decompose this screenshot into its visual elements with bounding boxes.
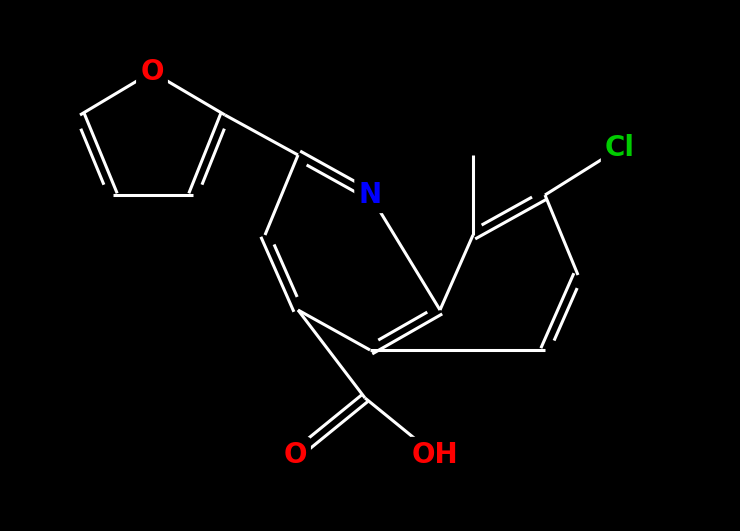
Text: OH: OH xyxy=(411,441,458,469)
Text: N: N xyxy=(358,181,382,209)
Text: Cl: Cl xyxy=(605,134,635,162)
Text: O: O xyxy=(141,58,164,86)
Text: O: O xyxy=(283,441,307,469)
